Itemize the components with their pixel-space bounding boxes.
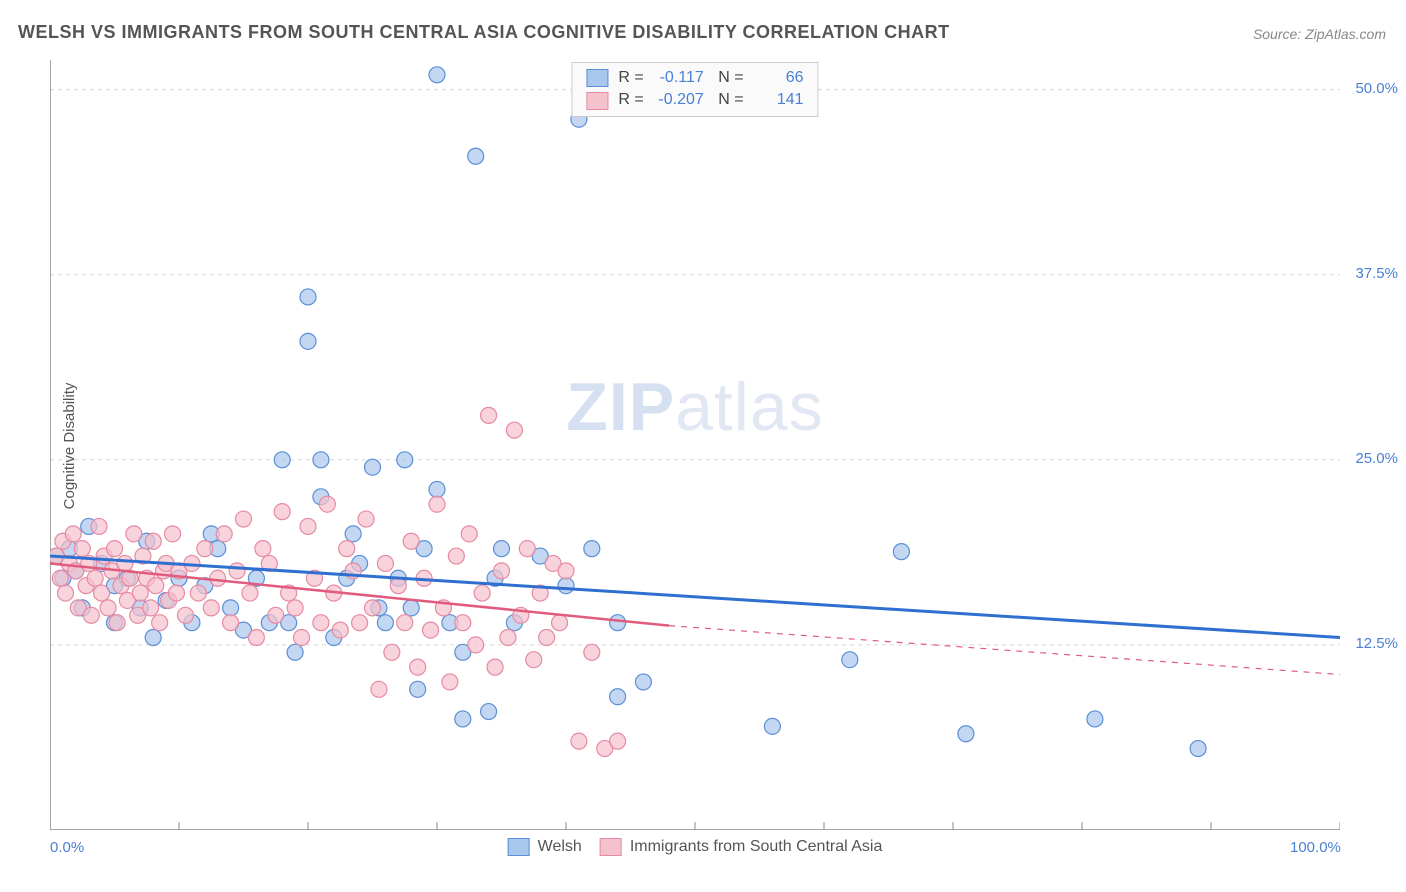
stats-row-welsh: R = -0.117 N = 66: [586, 67, 803, 89]
legend-swatch-immigrants: [600, 838, 622, 856]
x-tick-label: 0.0%: [50, 839, 84, 856]
swatch-immigrants: [586, 92, 608, 110]
legend-item-immigrants: Immigrants from South Central Asia: [600, 838, 883, 856]
legend-label-welsh: Welsh: [538, 838, 582, 856]
legend-label-immigrants: Immigrants from South Central Asia: [630, 838, 883, 856]
y-tick-label: 12.5%: [1355, 635, 1398, 652]
source-attribution: Source: ZipAtlas.com: [1253, 26, 1386, 42]
legend-swatch-welsh: [508, 838, 530, 856]
y-tick-label: 50.0%: [1355, 80, 1398, 97]
stats-row-immigrants: R = -0.207 N = 141: [586, 89, 803, 111]
plot-area: ZIPatlas R = -0.117 N = 66 R = -0.207 N …: [50, 60, 1340, 830]
bottom-legend: Welsh Immigrants from South Central Asia: [508, 838, 883, 856]
y-tick-label: 37.5%: [1355, 265, 1398, 282]
legend-item-welsh: Welsh: [508, 838, 582, 856]
x-tick-label: 100.0%: [1290, 839, 1341, 856]
swatch-welsh: [586, 69, 608, 87]
y-tick-label: 25.0%: [1355, 450, 1398, 467]
correlation-chart: WELSH VS IMMIGRANTS FROM SOUTH CENTRAL A…: [0, 0, 1406, 892]
scatter-svg: [50, 60, 1340, 830]
stats-legend: R = -0.117 N = 66 R = -0.207 N = 141: [571, 62, 818, 117]
chart-title: WELSH VS IMMIGRANTS FROM SOUTH CENTRAL A…: [18, 22, 950, 43]
